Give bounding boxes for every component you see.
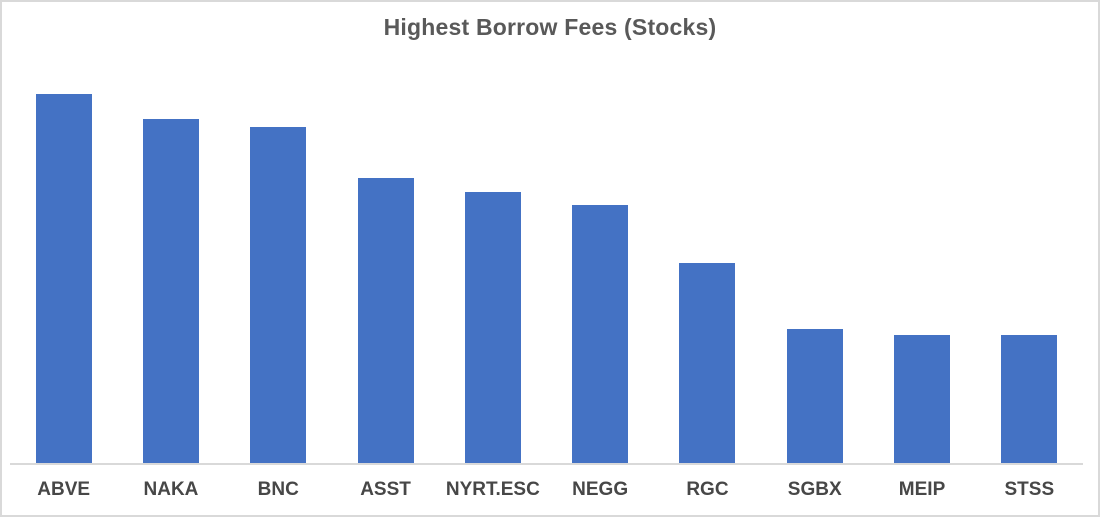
bar-cell (976, 57, 1083, 464)
bar-RGC (679, 263, 736, 464)
plot-area (10, 57, 1083, 464)
bar-cell (868, 57, 975, 464)
x-axis-label-ABVE: ABVE (37, 479, 91, 500)
chart-title: Highest Borrow Fees (Stocks) (383, 14, 717, 40)
bar-cell (332, 57, 439, 464)
bar-cell (654, 57, 761, 464)
bar-SGBX (786, 329, 843, 464)
x-axis-label-ASST: ASST (360, 479, 411, 500)
bar-NYRT.ESC (464, 191, 521, 464)
bar-cell (10, 57, 117, 464)
x-axis-label-BNC: BNC (257, 479, 299, 500)
bar-BNC (250, 126, 307, 464)
bar-STSS (1001, 334, 1058, 464)
x-axis-label-STSS: STSS (1004, 479, 1055, 500)
bar-ABVE (35, 94, 92, 464)
bar-cell (225, 57, 332, 464)
bar-cell (546, 57, 653, 464)
x-axis-label-NAKA: NAKA (143, 479, 199, 500)
bar-cell (761, 57, 868, 464)
x-axis-label-RGC: RGC (686, 479, 729, 500)
x-axis-line (10, 463, 1083, 465)
x-axis-label-MEIP: MEIP (898, 479, 946, 500)
x-axis-label-SGBX: SGBX (787, 479, 842, 500)
x-axis-label-NYRT.ESC: NYRT.ESC (445, 479, 540, 500)
bar-NEGG (572, 204, 629, 464)
bar-cell (439, 57, 546, 464)
bar-cell (117, 57, 224, 464)
x-axis-labels: ABVE NAKA BNC ASST NYRT.ESC NEGG RGC SGBX MEIP ST… (10, 479, 1083, 501)
bar-ASST (357, 177, 414, 464)
bar-NAKA (142, 118, 199, 464)
bar-MEIP (894, 334, 951, 464)
x-axis-label-NEGG: NEGG (572, 479, 629, 500)
